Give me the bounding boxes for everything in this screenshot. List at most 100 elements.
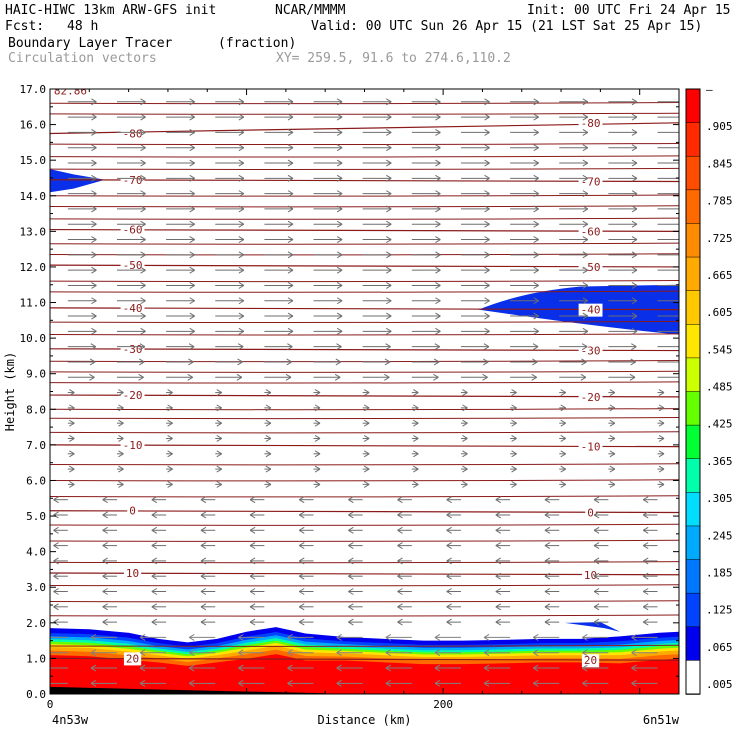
- vector-head: [200, 557, 207, 565]
- circulation-vector-13: [50, 667, 68, 669]
- circulation-vector-246: [657, 404, 665, 412]
- circulation-vector-215: [411, 435, 419, 442]
- vector-head: [658, 389, 665, 396]
- vector-head: [582, 144, 589, 152]
- circulation-vector-316: [264, 312, 294, 320]
- circulation-vector-73: [446, 603, 461, 611]
- circulation-vector-85: [397, 588, 412, 595]
- vector-head: [335, 358, 342, 366]
- vector-head: [384, 373, 390, 381]
- vector-head: [140, 159, 146, 167]
- circulation-vector-144: [102, 511, 117, 519]
- vector-head: [238, 190, 245, 198]
- vector-head: [348, 557, 354, 565]
- fcst-value: 48 h: [67, 19, 99, 34]
- circulation-vector-373: [510, 251, 539, 259]
- vector-head: [446, 542, 452, 550]
- vector-head: [582, 113, 589, 121]
- vector-head: [336, 251, 343, 259]
- x-axis-label: Distance (km): [318, 713, 412, 727]
- circulation-vector-357: [362, 266, 392, 274]
- circulation-vector-147: [249, 511, 265, 519]
- circulation-vector-318: [362, 312, 392, 320]
- vector-head: [484, 266, 490, 274]
- circulation-vector-6: [336, 679, 363, 687]
- vector-head: [348, 603, 354, 611]
- circulation-vector-256: [510, 389, 517, 396]
- circulation-vector-299: [67, 327, 97, 335]
- vector-head: [631, 312, 638, 320]
- circulation-vector-57: [298, 618, 314, 626]
- circulation-vector-443: [116, 159, 146, 167]
- y-axis-label: Height (km): [3, 352, 17, 431]
- circulation-vector-103: [642, 572, 658, 580]
- isotherm-label-bg: [120, 173, 145, 187]
- vector-head: [533, 190, 539, 198]
- circulation-vector-128: [593, 542, 609, 550]
- circulation-vector-155: [642, 511, 658, 519]
- vector-head: [69, 389, 75, 396]
- vector-head: [593, 526, 600, 534]
- circulation-vector-146: [200, 511, 216, 519]
- vector-head: [681, 129, 686, 135]
- circulation-vector-375: [608, 251, 638, 259]
- vector-head: [609, 404, 616, 412]
- circulation-vector-71: [348, 603, 363, 611]
- vector-head: [462, 419, 468, 427]
- circulation-vector-126: [495, 542, 511, 550]
- vector-head: [495, 603, 502, 611]
- vector-head: [140, 128, 146, 136]
- circulation-vector-270: [559, 373, 587, 381]
- vector-head: [681, 114, 686, 120]
- vector-head: [151, 588, 158, 595]
- circulation-vector-479: [608, 128, 638, 136]
- circulation-vector-482: [116, 113, 146, 121]
- vector-head: [200, 542, 207, 550]
- circulation-vector-414: [608, 205, 638, 213]
- circulation-vector-355: [264, 266, 294, 274]
- circulation-vector-171: [166, 480, 173, 488]
- vector-head: [336, 144, 343, 152]
- colorbar-swatch-0: [685, 88, 701, 124]
- vector-head: [484, 297, 490, 305]
- vector-head: [446, 526, 452, 534]
- circulation-vector-115: [593, 557, 609, 565]
- circulation-vector-226: [313, 419, 321, 427]
- vector-head: [336, 282, 343, 289]
- circulation-vector-141: [593, 526, 609, 534]
- circulation-vector-98: [397, 572, 412, 580]
- circulation-vector-364: [67, 251, 97, 259]
- vector-head: [151, 542, 158, 550]
- circulation-vector-235: [116, 404, 124, 412]
- circulation-vector-179: [559, 480, 566, 488]
- circulation-vector-72: [397, 603, 412, 611]
- vector-head: [348, 526, 354, 534]
- colorbar-label-8: .485: [706, 381, 733, 394]
- circulation-vector-247: [67, 389, 75, 396]
- circulation-vector-460: [313, 144, 343, 152]
- circulation-vector-170: [116, 480, 124, 488]
- vector-head: [495, 511, 502, 519]
- circulation-vector-291: [313, 343, 342, 351]
- circulation-vector-471: [215, 128, 245, 136]
- isotherm-minor-8: [50, 479, 679, 482]
- vector-head: [363, 404, 370, 412]
- colorbar-label-0: –: [706, 83, 713, 96]
- circulation-vector-178: [510, 480, 517, 488]
- circulation-vector-499: [313, 98, 343, 106]
- circulation-vector-159: [200, 496, 216, 504]
- circulation-vector-439: [559, 174, 589, 182]
- circulation-vector-142: [642, 526, 658, 534]
- vector-head: [533, 312, 539, 320]
- circulation-vector-36: [532, 649, 560, 657]
- vector-head: [363, 389, 370, 396]
- isotherm-label-bg: [120, 259, 145, 273]
- vector-head: [511, 465, 517, 473]
- vector-head: [91, 159, 97, 167]
- circulation-vector-9: [483, 679, 511, 687]
- vector-head: [216, 404, 223, 412]
- circulation-vector-400: [559, 220, 589, 228]
- vector-head: [91, 205, 97, 213]
- vector-head: [560, 450, 566, 458]
- circulation-vector-257: [559, 389, 566, 396]
